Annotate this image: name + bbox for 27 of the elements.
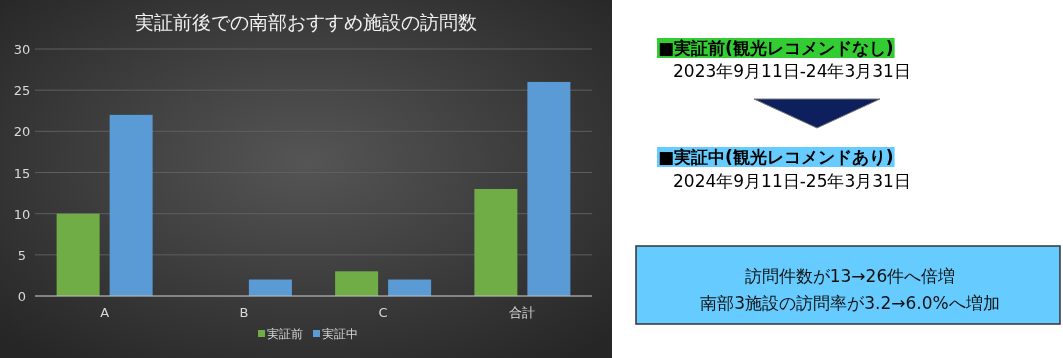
bar [109, 114, 153, 296]
bar [248, 279, 292, 296]
chart-title: 実証前後での南部おすすめ施設の訪問数 [135, 11, 477, 33]
legend-label: 実証前 [267, 327, 303, 341]
x-tick-label: 合計 [509, 305, 536, 320]
text: 2023年9月11日-24年3月31日 [673, 61, 911, 81]
y-tick-label: 20 [13, 124, 31, 140]
y-tick-label: 0 [17, 289, 27, 304]
y-tick-label: 10 [13, 206, 31, 222]
text: 訪問件数が13→26件へ倍増 [744, 266, 956, 286]
x-tick-label: C [378, 305, 388, 320]
x-tick-label: B [239, 305, 249, 320]
text: 南部3施設の訪問率が3.2→6.0%へ増加 [700, 293, 1000, 313]
bar [56, 213, 100, 296]
text: ■実証前(観光レコメンドなし) [658, 38, 894, 58]
y-tick-label: 30 [13, 42, 31, 57]
x-tick-label: A [100, 305, 110, 320]
y-tick-label: 25 [13, 83, 31, 99]
legend-label: 実証中 [322, 327, 358, 341]
bar [335, 271, 379, 296]
text: 2024年9月11日-25年3月31日 [673, 171, 911, 191]
bar [388, 279, 432, 296]
text: ■実証中(観光レコメンドあり) [658, 147, 894, 167]
bar [527, 81, 571, 296]
y-tick-label: 15 [13, 165, 31, 181]
y-tick-label: 5 [17, 247, 27, 263]
bar [474, 188, 518, 296]
